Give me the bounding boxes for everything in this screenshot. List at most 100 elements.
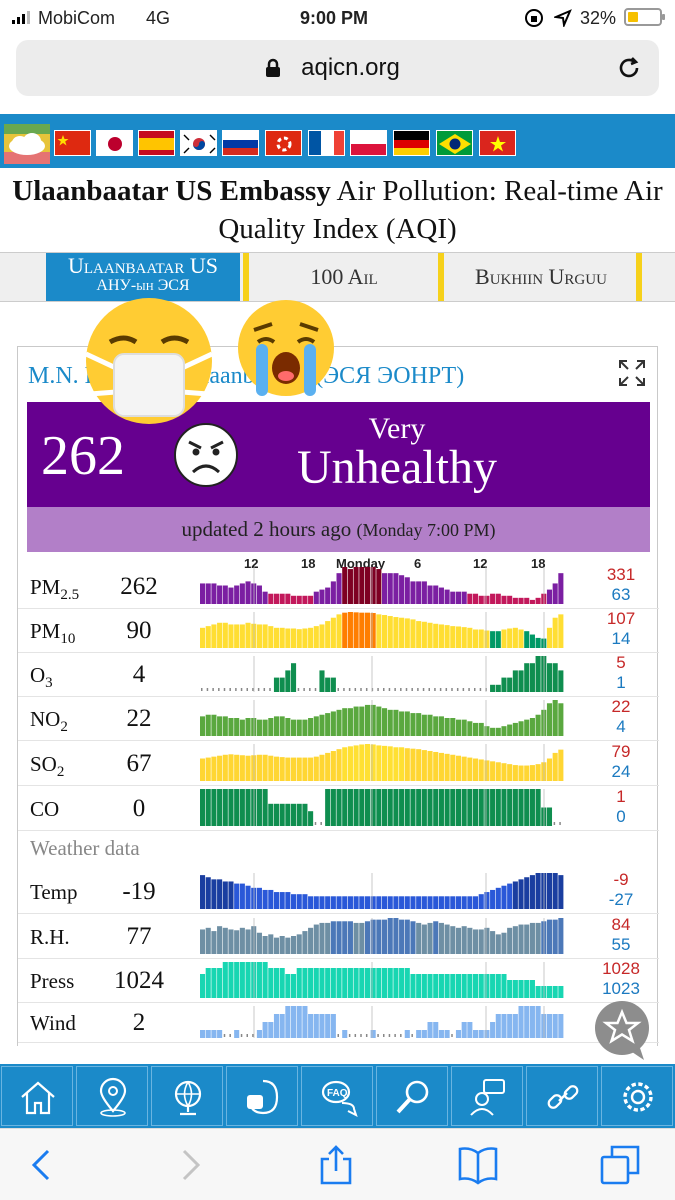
sparkline-bar xyxy=(495,631,501,648)
data-row-o3[interactable]: O3 4 5 1 xyxy=(18,653,659,697)
nav-button-location-pin[interactable] xyxy=(76,1066,148,1126)
favorite-star-button[interactable] xyxy=(592,1000,654,1062)
nav-button-mask-face[interactable] xyxy=(226,1066,298,1126)
sparkline-bar xyxy=(433,896,439,909)
sparkline-bar xyxy=(393,968,399,998)
sparkline-bar xyxy=(279,593,285,604)
sparkline-empty-tick xyxy=(434,688,436,691)
sparkline-empty-tick xyxy=(365,688,368,691)
flag-poland-icon[interactable] xyxy=(350,130,387,156)
flag-japan-icon[interactable] xyxy=(96,130,133,156)
sparkline-bar xyxy=(347,968,353,998)
sparkline-empty-tick xyxy=(411,1034,413,1037)
tab-ulaanbaatar-us[interactable]: Ulaanbaatar US АНУ-ын ЭСЯ xyxy=(46,253,240,301)
tab-bukhiin-urguu[interactable]: Bukhiin Urguu xyxy=(447,253,635,301)
row-label: NO2 xyxy=(30,707,68,736)
flag-germany-icon[interactable] xyxy=(393,130,430,156)
data-row-weather-wind[interactable]: Wind 2 xyxy=(18,1003,659,1043)
data-row-so2[interactable]: SO2 67 79 24 xyxy=(18,741,659,786)
flag-france-icon[interactable] xyxy=(308,130,345,156)
sparkline-bar xyxy=(211,714,217,736)
sparkline-bar xyxy=(319,922,325,954)
nav-button-settings-gear[interactable] xyxy=(601,1066,673,1126)
sparkline-bar xyxy=(256,1030,262,1038)
title-city: Ulaanbaatar US Embassy xyxy=(12,175,331,207)
data-row-weather-press[interactable]: Press 1024 1028 1023 xyxy=(18,959,659,1003)
sparkline-bar xyxy=(279,803,285,826)
sparkline-bar xyxy=(325,1014,331,1038)
sparkline-bar xyxy=(495,684,501,692)
sparkline-bar xyxy=(529,980,535,998)
sparkline-bar xyxy=(359,968,365,998)
sparkline-bar xyxy=(410,581,416,604)
aqi-value: 262 xyxy=(41,425,125,487)
sparkline-chart xyxy=(200,744,564,781)
reload-icon[interactable] xyxy=(615,54,643,82)
sparkline-bar xyxy=(416,581,422,604)
flag-vietnam-icon[interactable] xyxy=(479,130,516,156)
flag-russia-icon[interactable] xyxy=(222,130,259,156)
nav-button-home[interactable] xyxy=(1,1066,73,1126)
flag-korea-icon[interactable] xyxy=(180,130,217,156)
nav-button-faq[interactable]: FAQ xyxy=(301,1066,373,1126)
share-icon[interactable] xyxy=(316,1145,356,1185)
sparkline-bar xyxy=(234,930,240,954)
data-row-no2[interactable]: NO2 22 22 4 xyxy=(18,697,659,741)
sparkline-bar xyxy=(256,887,262,909)
sparkline-bar xyxy=(262,889,268,909)
nav-button-search[interactable] xyxy=(376,1066,448,1126)
flag-spain-icon[interactable] xyxy=(138,130,175,156)
aqicn-logo-icon[interactable] xyxy=(4,124,50,164)
sparkline-bar xyxy=(200,583,206,604)
data-row-weather-rh[interactable]: R.H. 77 84 55 xyxy=(18,915,659,959)
nav-button-globe[interactable] xyxy=(151,1066,223,1126)
sparkline-bar xyxy=(535,1006,541,1038)
sparkline-bar xyxy=(296,894,302,909)
bookmarks-icon[interactable] xyxy=(458,1145,498,1185)
current-value: -19 xyxy=(122,878,156,905)
sparkline-bar xyxy=(461,591,467,604)
sparkline-empty-tick xyxy=(468,688,470,691)
tabs-icon[interactable] xyxy=(600,1145,640,1185)
sparkline-bar xyxy=(558,749,564,781)
data-row-co[interactable]: CO 0 1 0 xyxy=(18,786,659,831)
sparkline-bar xyxy=(217,968,223,998)
url-text: aqicn.org xyxy=(301,54,400,81)
sparkline-bar xyxy=(495,887,501,909)
data-row-weather-temp[interactable]: Temp -19 -9 -27 xyxy=(18,870,659,914)
flag-china-icon[interactable] xyxy=(54,130,91,156)
address-bar[interactable]: aqicn.org xyxy=(16,40,659,96)
sparkline-bar xyxy=(484,974,490,998)
sparkline-bar xyxy=(228,754,234,781)
sparkline-bar xyxy=(234,962,240,998)
sparkline-bar xyxy=(308,927,314,954)
sparkline-bar xyxy=(222,927,228,954)
time-tick-label: 12 xyxy=(244,556,259,571)
expand-icon[interactable] xyxy=(618,359,646,387)
sparkline-bar xyxy=(433,751,439,781)
flag-hongkong-icon[interactable] xyxy=(265,130,302,156)
sparkline-bar xyxy=(387,616,393,648)
data-row-pm10[interactable]: PM10 90 107 14 xyxy=(18,609,659,653)
back-icon[interactable] xyxy=(22,1145,62,1185)
forward-icon[interactable] xyxy=(170,1145,210,1185)
nav-button-link[interactable] xyxy=(526,1066,598,1126)
sparkline-bar xyxy=(461,756,467,781)
data-row-pm25[interactable]: PM2.5 262 331 63 xyxy=(18,564,659,609)
sparkline-bar xyxy=(359,744,365,781)
sparkline-bar xyxy=(302,595,308,604)
sparkline-bar xyxy=(518,879,524,909)
sparkline-bar xyxy=(495,974,501,998)
sparkline-bar xyxy=(512,881,518,909)
sparkline-bar xyxy=(200,929,206,954)
sparkline-empty-tick xyxy=(388,1034,391,1037)
tab-100-ail[interactable]: 100 Ail xyxy=(252,253,436,301)
aqi-card: M.N. Embassy (Ulaanbaatar) (ЭСЯ ЭОНРТ) 2… xyxy=(17,346,659,1046)
nav-button-support-agent[interactable] xyxy=(451,1066,523,1126)
sparkline-bar xyxy=(353,567,359,604)
flag-brazil-icon[interactable] xyxy=(436,130,473,156)
sparkline-bar xyxy=(507,595,513,604)
sparkline-bar xyxy=(273,677,280,692)
sparkline-bar xyxy=(342,921,348,954)
sparkline-bar xyxy=(370,789,376,826)
